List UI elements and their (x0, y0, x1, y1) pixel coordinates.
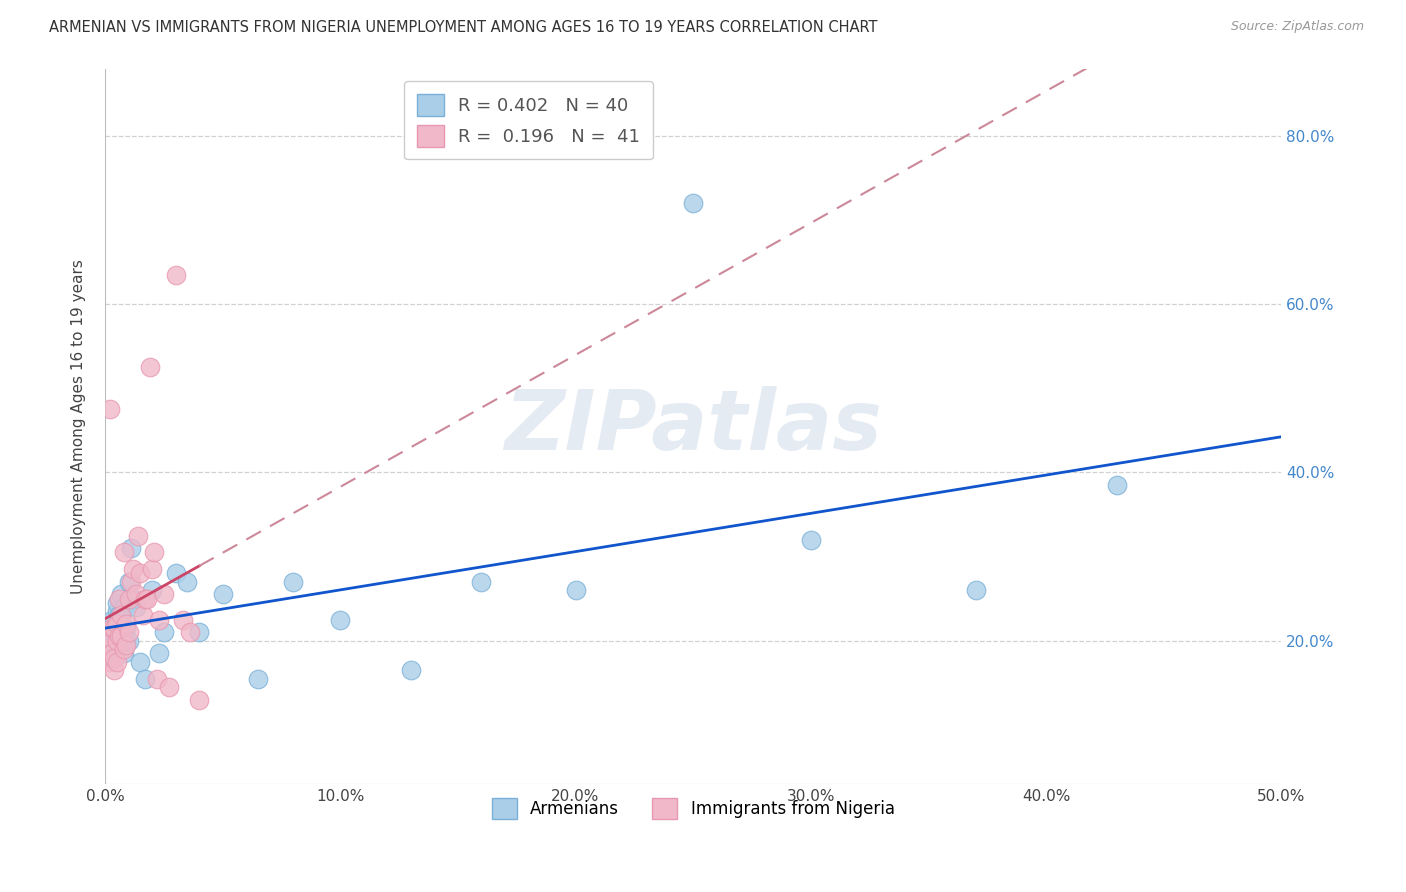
Point (124, 600, 146, 615)
Point (105, 596, 128, 610)
Point (105, 655, 128, 669)
Point (103, 621, 125, 635)
Text: Source: ZipAtlas.com: Source: ZipAtlas.com (1230, 20, 1364, 33)
Point (283, 574, 305, 589)
Point (115, 621, 138, 635)
Point (211, 587, 233, 601)
Point (141, 583, 163, 598)
Point (115, 616, 138, 631)
Point (110, 608, 132, 623)
Point (329, 613, 352, 627)
Point (188, 692, 211, 706)
Text: ARMENIAN VS IMMIGRANTS FROM NIGERIA UNEMPLOYMENT AMONG AGES 16 TO 19 YEARS CORRE: ARMENIAN VS IMMIGRANTS FROM NIGERIA UNEM… (49, 20, 877, 35)
Point (176, 574, 198, 589)
Point (153, 587, 176, 601)
Point (122, 562, 145, 576)
Point (246, 672, 269, 686)
Point (564, 583, 586, 598)
Point (143, 545, 166, 559)
Point (117, 633, 139, 648)
Point (470, 574, 492, 589)
Point (179, 625, 201, 640)
Point (120, 541, 142, 556)
Point (165, 268, 187, 282)
Point (101, 646, 124, 660)
Point (110, 633, 132, 648)
Point (127, 528, 149, 542)
Y-axis label: Unemployment Among Ages 16 to 19 years: Unemployment Among Ages 16 to 19 years (72, 259, 86, 593)
Point (98, 630, 121, 644)
Point (101, 621, 124, 635)
Point (98, 655, 121, 669)
Point (117, 574, 139, 589)
Point (120, 574, 142, 589)
Point (108, 630, 131, 644)
Point (105, 616, 128, 631)
Point (1105, 478, 1128, 492)
Point (98, 402, 121, 417)
Point (157, 680, 180, 694)
Point (110, 587, 132, 601)
Point (153, 625, 176, 640)
Point (165, 566, 187, 581)
Point (108, 608, 131, 623)
Point (800, 533, 823, 547)
Text: ZIPatlas: ZIPatlas (505, 385, 882, 467)
Point (136, 591, 159, 606)
Point (115, 638, 138, 652)
Point (103, 621, 125, 635)
Point (110, 630, 132, 644)
Point (108, 625, 131, 640)
Point (103, 663, 125, 677)
Point (134, 672, 156, 686)
Point (96, 642, 118, 657)
Point (103, 650, 125, 665)
Point (141, 562, 163, 576)
Point (682, 196, 704, 211)
Point (103, 642, 125, 657)
Point (96, 638, 118, 652)
Point (145, 672, 167, 686)
Point (101, 650, 124, 665)
Point (965, 583, 987, 598)
Point (112, 600, 135, 615)
Point (134, 591, 156, 606)
Point (148, 646, 170, 660)
Point (131, 608, 153, 623)
Point (115, 633, 138, 648)
Point (399, 663, 422, 677)
Point (129, 566, 152, 581)
Point (138, 360, 160, 375)
Point (117, 591, 139, 606)
Point (172, 613, 194, 627)
Point (148, 613, 170, 627)
Legend: Armenians, Immigrants from Nigeria: Armenians, Immigrants from Nigeria (485, 792, 901, 825)
Point (117, 625, 139, 640)
Point (105, 604, 128, 618)
Point (112, 642, 135, 657)
Point (108, 591, 131, 606)
Point (122, 591, 145, 606)
Point (101, 613, 124, 627)
Point (124, 587, 146, 601)
Point (112, 545, 135, 559)
Point (96, 630, 118, 644)
Point (188, 625, 211, 640)
Point (129, 655, 152, 669)
Point (112, 646, 135, 660)
Point (105, 633, 128, 648)
